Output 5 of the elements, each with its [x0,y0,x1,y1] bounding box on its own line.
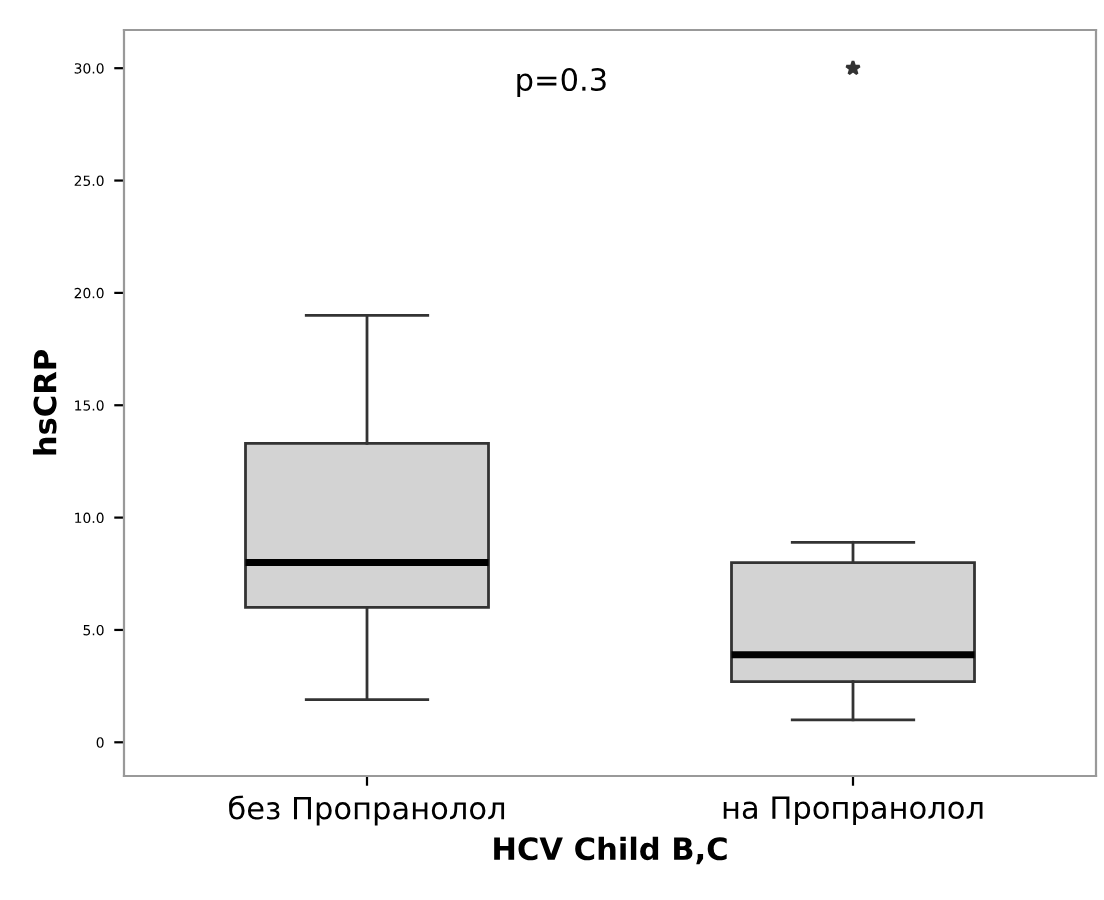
annotation: p=0.3 [517,67,606,98]
y-axis-title: hsCRP [32,350,57,455]
x-tick-label: без Пропранолол [229,795,505,826]
x-tick-label: на Пропранолол [723,796,983,826]
x-axis-title: HCV Child B,C [494,836,727,865]
